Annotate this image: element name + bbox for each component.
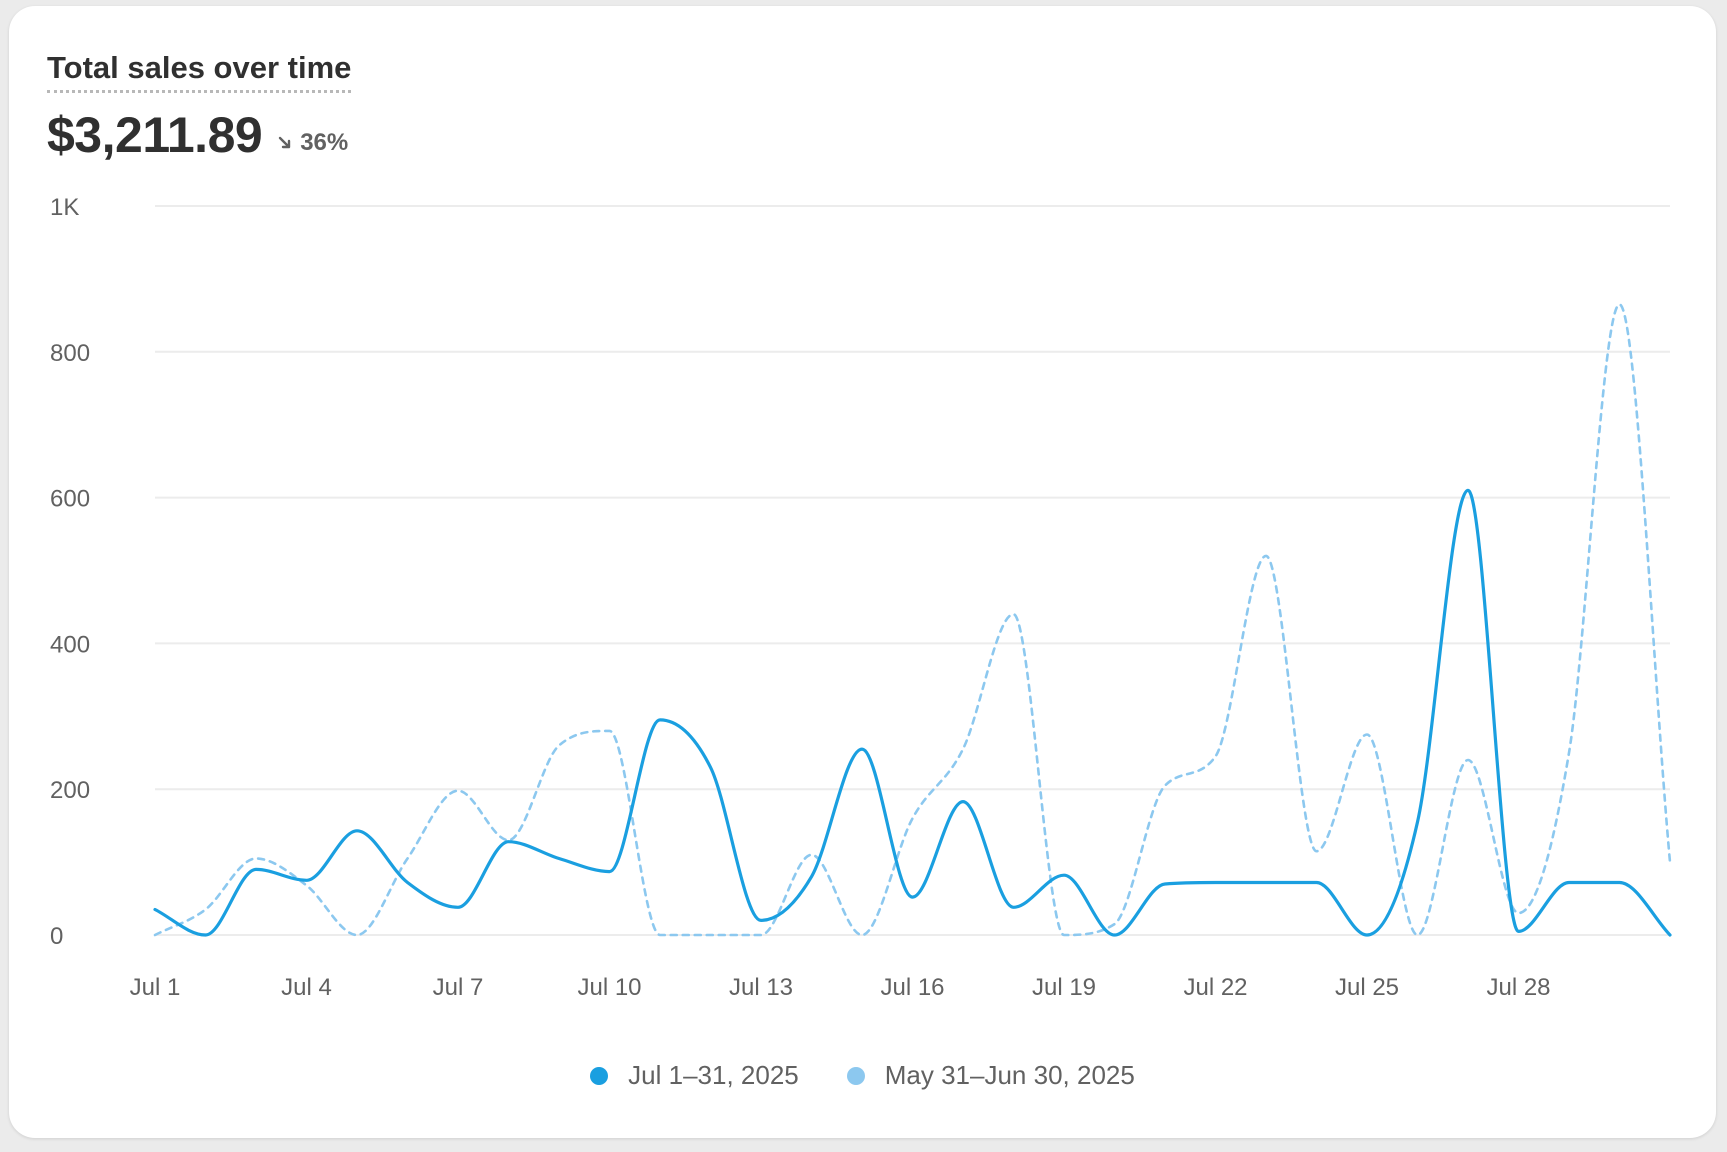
legend-item-previous[interactable]: May 31–Jun 30, 2025 [846,1060,1135,1091]
total-sales-value: $3,211.89 [47,107,263,163]
x-tick-label: Jul 22 [1183,974,1247,1001]
legend-item-current[interactable]: Jul 1–31, 2025 [590,1060,799,1091]
y-tick-label: 400 [50,631,90,658]
change-indicator: 36% [276,129,348,157]
chart-legend: Jul 1–31, 2025 May 31–Jun 30, 2025 [9,1060,1716,1091]
x-tick-label: Jul 19 [1032,974,1096,1001]
legend-dot-current [590,1066,609,1085]
x-tick-label: Jul 16 [880,974,944,1001]
x-tick-label: Jul 13 [729,974,793,1001]
arrow-down-right-icon [278,136,291,149]
x-tick-label: Jul 25 [1335,974,1399,1001]
y-tick-label: 800 [50,340,90,367]
y-tick-label: 0 [50,923,63,950]
card-title[interactable]: Total sales over time [47,50,352,93]
x-tick-label: Jul 28 [1486,974,1550,1001]
metric-row: $3,211.89 36% [47,106,348,164]
series-line-current [153,488,1672,937]
legend-label-current: Jul 1–31, 2025 [628,1060,799,1090]
legend-label-previous: May 31–Jun 30, 2025 [884,1060,1135,1090]
change-percent: 36% [300,129,349,156]
x-tick-label: Jul 7 [433,974,484,1001]
series-line-previous [153,303,1672,937]
sales-line-chart: 0 200 400 600 800 1K Jul 1 Jul 4 Jul 7 Jul 10 Jul … [50,194,1672,1001]
x-tick-label: Jul 4 [281,974,332,1001]
sales-card: Total sales over time $3,211.89 36% 0 200… [9,6,1716,1138]
y-tick-label: 1K [50,194,79,221]
legend-dot-previous [846,1066,865,1085]
y-tick-label: 600 [50,486,90,513]
x-tick-label: Jul 10 [577,974,641,1001]
y-tick-label: 200 [50,777,90,804]
x-tick-label: Jul 1 [130,974,181,1001]
